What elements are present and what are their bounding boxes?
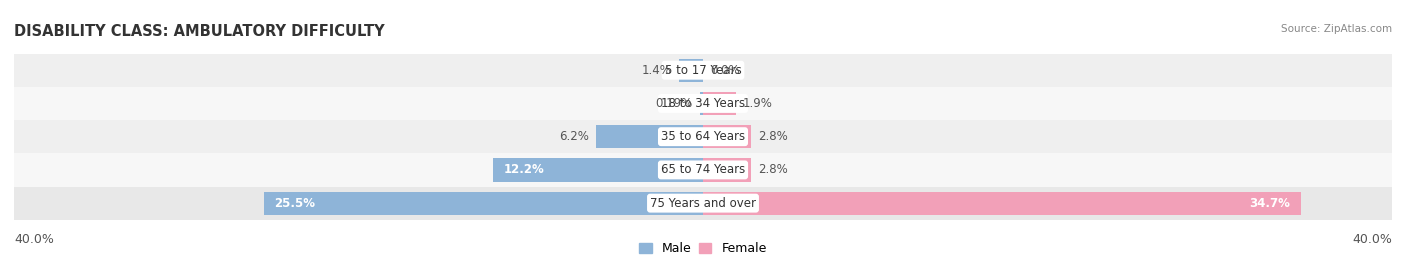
Bar [596,125,703,148]
Text: 1.4%: 1.4% [643,64,672,77]
Text: 40.0%: 40.0% [1353,233,1392,246]
Bar [703,92,735,115]
Bar [494,158,703,181]
Text: 25.5%: 25.5% [274,197,315,210]
Text: 35 to 64 Years: 35 to 64 Years [661,130,745,143]
Text: 2.8%: 2.8% [758,130,787,143]
Bar [14,187,1392,220]
Text: 5 to 17 Years: 5 to 17 Years [665,64,741,77]
Bar [264,192,703,215]
Legend: Male, Female: Male, Female [634,237,772,260]
Text: 18 to 34 Years: 18 to 34 Years [661,97,745,110]
Text: 12.2%: 12.2% [503,163,544,176]
Bar [703,158,751,181]
Text: 0.0%: 0.0% [710,64,740,77]
Text: 6.2%: 6.2% [560,130,589,143]
Text: 1.9%: 1.9% [742,97,772,110]
Bar [679,59,703,82]
Text: 0.19%: 0.19% [655,97,693,110]
Text: 65 to 74 Years: 65 to 74 Years [661,163,745,176]
Text: DISABILITY CLASS: AMBULATORY DIFFICULTY: DISABILITY CLASS: AMBULATORY DIFFICULTY [14,24,385,39]
Text: 40.0%: 40.0% [14,233,53,246]
Bar [14,87,1392,120]
Bar [703,125,751,148]
Bar [703,192,1301,215]
Bar [14,153,1392,187]
Bar [14,54,1392,87]
Bar [700,92,703,115]
Text: 75 Years and over: 75 Years and over [650,197,756,210]
Text: 2.8%: 2.8% [758,163,787,176]
Bar [14,120,1392,153]
Text: 34.7%: 34.7% [1250,197,1291,210]
Text: Source: ZipAtlas.com: Source: ZipAtlas.com [1281,24,1392,34]
